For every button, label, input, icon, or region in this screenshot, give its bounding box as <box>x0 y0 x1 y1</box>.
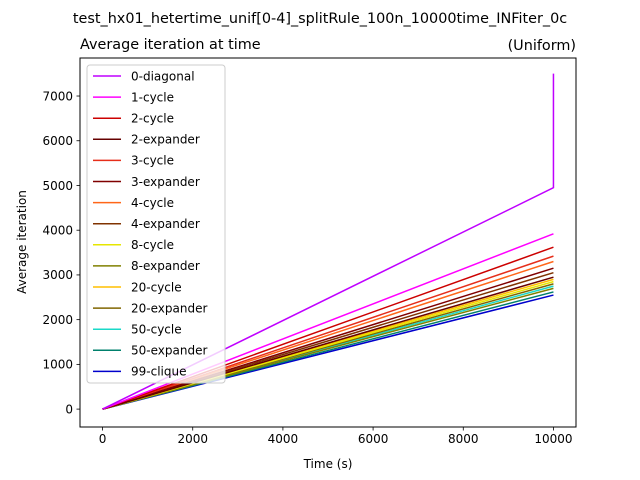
x-axis-label: Time (s) <box>303 457 353 471</box>
series-line-4-cycle <box>102 260 554 410</box>
y-axis-ticks: 0 1000 2000 3000 4000 5000 6000 7000 <box>42 89 80 416</box>
legend-label-2-expander: 2-expander <box>131 133 200 147</box>
legend-frame <box>86 64 226 384</box>
legend-label-20-cycle: 20-cycle <box>131 280 182 294</box>
chart-title: Average iteration at time <box>80 37 261 53</box>
x-axis-ticks: 0 2000 4000 6000 8000 10000 <box>99 427 573 446</box>
x-tick-label: 0 <box>99 432 107 446</box>
y-tick-label: 7000 <box>42 89 73 103</box>
plot-frame <box>79 57 577 428</box>
legend-label-8-expander: 8-expander <box>131 259 200 273</box>
chart-title-right: (Uniform) <box>508 38 576 54</box>
legend-label-50-cycle: 50-cycle <box>131 323 182 337</box>
legend-label-3-cycle: 3-cycle <box>131 154 174 168</box>
legend: 0-diagonal 1-cycle 2-cycle 2-expander 3-cycl… <box>86 64 226 384</box>
legend-label-2-cycle: 2-cycle <box>131 112 174 126</box>
series-line-3-cycle <box>102 255 554 410</box>
series-line-0-diagonal <box>102 73 555 410</box>
y-tick-label: 3000 <box>42 268 73 282</box>
legend-label-99-clique: 99-clique <box>131 365 186 379</box>
legend-label-3-expander: 3-expander <box>131 175 200 189</box>
legend-label-1-cycle: 1-cycle <box>131 90 174 104</box>
x-tick-label: 8000 <box>448 432 479 446</box>
y-tick-label: 6000 <box>42 134 73 148</box>
legend-label-0-diagonal: 0-diagonal <box>131 69 195 83</box>
x-tick-label: 2000 <box>177 432 208 446</box>
legend-label-20-expander: 20-expander <box>131 301 207 315</box>
y-tick-label: 5000 <box>42 179 73 193</box>
series-line-2-expander <box>102 276 554 410</box>
series-line-3-expander <box>102 267 554 410</box>
x-tick-label: 4000 <box>268 432 299 446</box>
y-tick-label: 0 <box>65 402 73 416</box>
y-tick-label: 4000 <box>42 224 73 238</box>
y-axis-label: Average iteration <box>15 190 29 294</box>
legend-items: 0-diagonal 1-cycle 2-cycle 2-expander 3-cycl… <box>93 69 207 379</box>
figure-suptitle: test_hx01_hetertime_unif[0-4]_splitRule_… <box>73 11 567 27</box>
x-tick-label: 10000 <box>534 432 572 446</box>
legend-label-50-expander: 50-expander <box>131 344 207 358</box>
series-line-8-expander <box>102 287 554 410</box>
y-tick-label: 2000 <box>42 313 73 327</box>
legend-label-4-expander: 4-expander <box>131 217 200 231</box>
y-tick-label: 1000 <box>42 358 73 372</box>
legend-label-8-cycle: 8-cycle <box>131 238 174 252</box>
x-tick-label: 6000 <box>358 432 389 446</box>
legend-label-4-cycle: 4-cycle <box>131 196 174 210</box>
plot-lines <box>102 73 555 410</box>
